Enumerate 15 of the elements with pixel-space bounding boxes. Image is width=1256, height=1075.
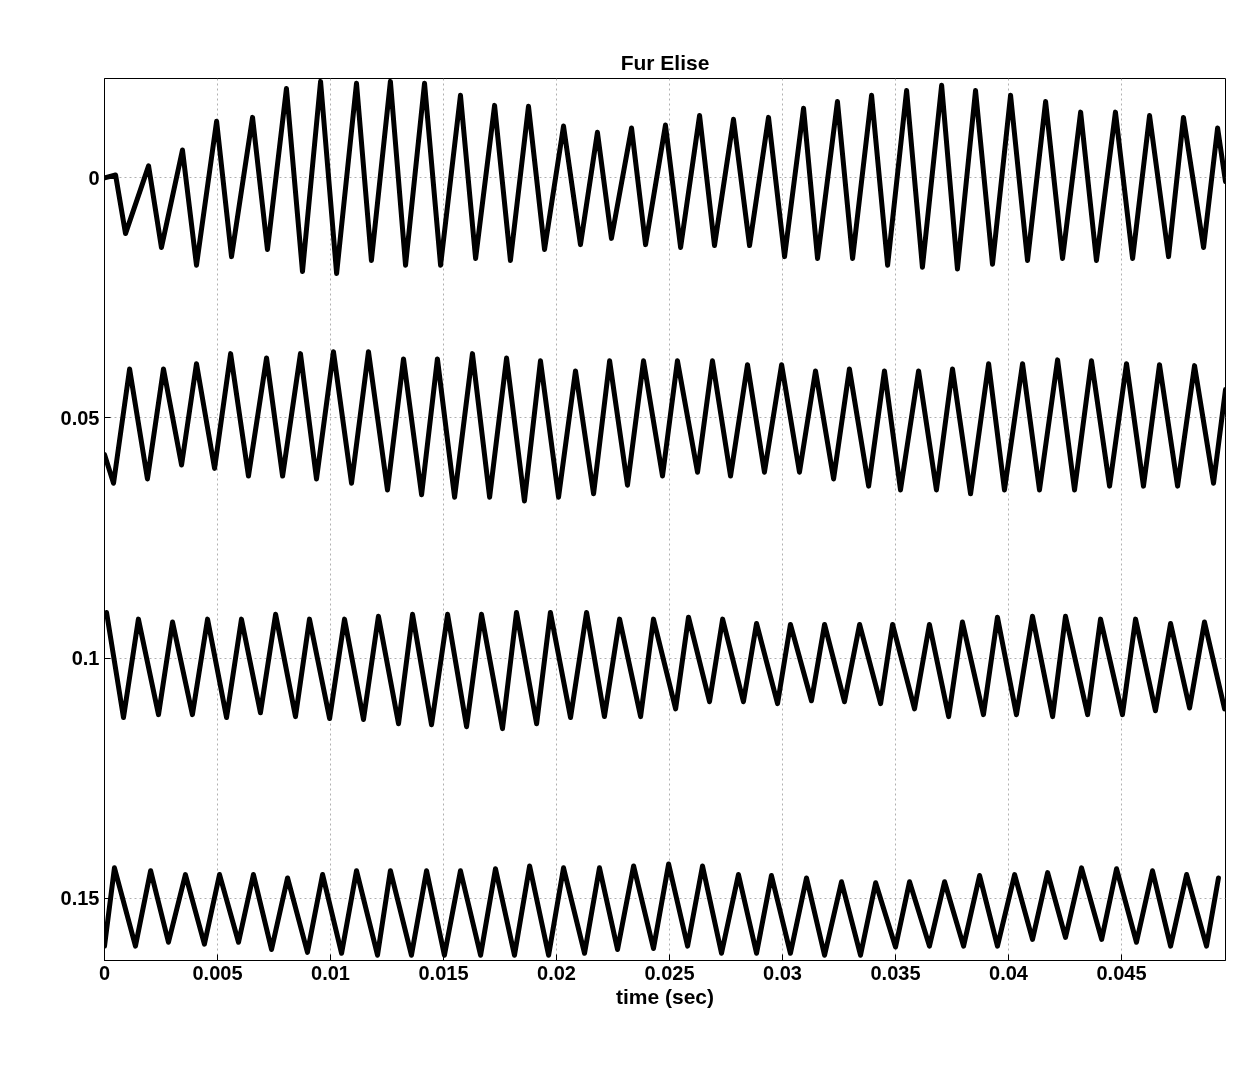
- x-tick-label: 0.04: [989, 961, 1029, 984]
- x-axis-title: time (sec): [615, 984, 715, 1008]
- x-tick-label: 0.005: [192, 961, 243, 984]
- y-tick-label: 0.05: [60, 406, 100, 429]
- x-tick-label: 0.02: [537, 961, 576, 984]
- x-tick-label: 0.03: [763, 961, 802, 984]
- y-tick-label: 0: [88, 166, 100, 189]
- x-tick-label: 0.025: [644, 961, 695, 984]
- x-tick-label: 0.01: [311, 961, 350, 984]
- x-tick-label: 0.035: [870, 961, 921, 984]
- x-tick-label: 0.045: [1096, 961, 1147, 984]
- y-tick-label: 0.15: [60, 887, 100, 910]
- chart-title: Fur Elise: [620, 50, 710, 74]
- x-tick-label: 0.015: [418, 961, 469, 984]
- y-tick-label: 0.1: [71, 647, 100, 670]
